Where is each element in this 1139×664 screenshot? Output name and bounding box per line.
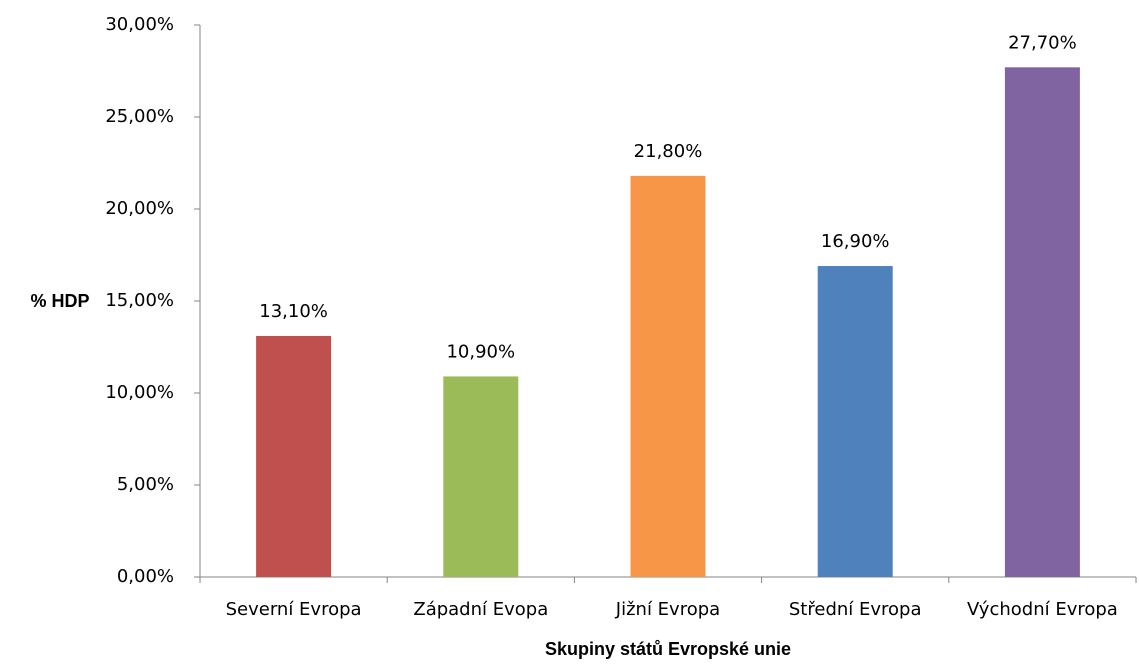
bar: [630, 175, 706, 577]
x-tick-label: Severní Evropa: [226, 599, 362, 620]
data-label: 10,90%: [446, 341, 515, 362]
x-tick-label: Jižní Evropa: [615, 599, 720, 620]
data-label: 27,70%: [1008, 32, 1077, 53]
bar: [817, 266, 893, 577]
bar: [1004, 67, 1080, 577]
y-tick-label: 15,00%: [105, 290, 174, 311]
x-tick-label: Západní Evopa: [413, 599, 548, 620]
y-tick-label: 0,00%: [117, 566, 174, 587]
x-tick-label: Střední Evropa: [789, 599, 922, 620]
bar: [443, 376, 519, 577]
x-axis-title: Skupiny států Evropské unie: [545, 639, 791, 659]
y-tick-label: 30,00%: [105, 14, 174, 35]
data-label: 21,80%: [634, 141, 703, 162]
y-tick-label: 5,00%: [117, 474, 174, 495]
data-label: 16,90%: [821, 231, 890, 252]
y-axis-title: % HDP: [30, 291, 89, 311]
bar: [256, 335, 332, 577]
y-tick-label: 10,00%: [105, 382, 174, 403]
data-label: 13,10%: [259, 301, 328, 322]
y-tick-label: 25,00%: [105, 106, 174, 127]
y-tick-label: 20,00%: [105, 198, 174, 219]
x-tick-label: Východní Evropa: [967, 599, 1118, 620]
